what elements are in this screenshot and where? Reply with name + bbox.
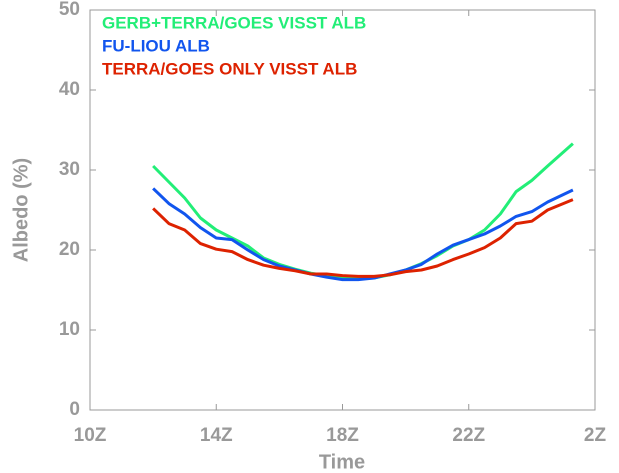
x-tick-label: 10Z: [74, 425, 107, 446]
x-tick-label: 22Z: [452, 425, 485, 446]
y-tick-label: 0: [69, 399, 80, 420]
series-line: [152, 142, 574, 281]
legend-entry: GERB+TERRA/GOES VISST ALB: [102, 13, 366, 32]
series-line: [152, 198, 574, 278]
y-tick-label: 30: [59, 159, 80, 180]
series-line: [152, 187, 574, 282]
x-tick-label: 2Z: [584, 425, 607, 446]
x-axis-label: Time: [319, 451, 365, 473]
x-tick-label: 14Z: [200, 425, 233, 446]
legend-entry: FU-LIOU ALB: [102, 36, 210, 55]
y-tick-label: 40: [59, 79, 80, 100]
y-tick-label: 10: [59, 319, 80, 340]
y-axis-label: Albedo (%): [10, 158, 32, 262]
y-tick-label: 50: [59, 0, 80, 20]
legend-entry: TERRA/GOES ONLY VISST ALB: [102, 59, 357, 78]
x-tick-label: 18Z: [326, 425, 359, 446]
y-tick-label: 20: [59, 239, 80, 260]
